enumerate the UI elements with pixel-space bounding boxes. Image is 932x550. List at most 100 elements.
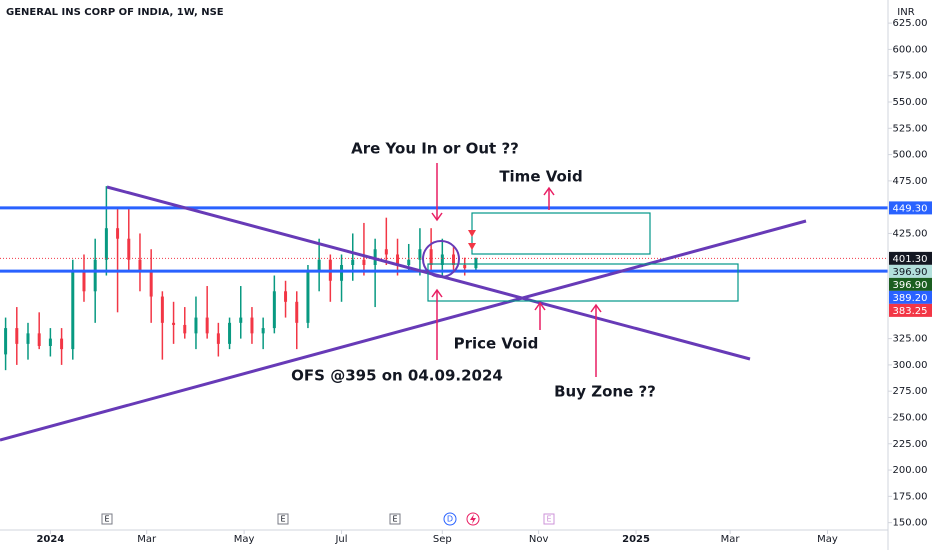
candle-body: [351, 259, 355, 265]
axis-layer: 625.00 600.00 575.00 550.00 525.00 500.00 475.…: [36, 18, 932, 545]
candle-body: [261, 328, 265, 334]
price-label-bg: [889, 290, 932, 304]
candle-body: [429, 249, 433, 265]
x-tick-label: Jul: [334, 534, 347, 545]
arrow-head: [431, 212, 443, 222]
x-tick-label: Mar: [137, 534, 157, 545]
y-tick-label: 550.00: [893, 97, 928, 108]
x-tick-label: 2025: [622, 534, 650, 545]
candle-body: [4, 328, 8, 355]
price-label: 383.25: [893, 306, 928, 317]
candle-body: [26, 333, 30, 344]
candle-body: [340, 265, 344, 281]
highlight-circle: [422, 240, 460, 278]
candle-body: [306, 270, 310, 323]
price-label-bg: [889, 303, 932, 317]
price-label-bg: [889, 251, 932, 265]
event-badge: [543, 513, 555, 525]
candle-body: [407, 259, 411, 265]
candle-body: [250, 317, 254, 334]
y-tick-label: 575.00: [893, 71, 928, 82]
candle-body: [104, 228, 108, 260]
candle-body: [93, 259, 97, 292]
candle-body: [71, 270, 75, 350]
y-tick-label: 250.00: [893, 412, 928, 423]
x-tick-label: May: [817, 534, 838, 545]
y-tick-label: 300.00: [893, 360, 928, 371]
candle-body: [272, 291, 276, 329]
event-label: D: [447, 515, 453, 524]
event-label: E: [104, 515, 109, 524]
currency-label: INR: [897, 7, 914, 18]
price-void-box: [427, 263, 739, 302]
candle-body: [127, 238, 131, 260]
candle-body: [48, 338, 52, 346]
candle-body: [474, 258, 478, 269]
event-badge: [443, 512, 457, 526]
x-tick-label: 2024: [36, 534, 64, 545]
plot-layer: [0, 186, 888, 371]
x-tick-label: Nov: [529, 534, 549, 545]
y-tick-label: 425.00: [893, 228, 928, 239]
candle-body: [317, 259, 321, 271]
candle-body: [418, 249, 422, 260]
x-tick-label: Mar: [721, 534, 741, 545]
y-tick-label: 600.00: [893, 44, 928, 55]
candle-body: [60, 338, 64, 350]
candle-body: [228, 322, 232, 344]
candle-body: [194, 317, 198, 334]
y-tick-label: 275.00: [893, 386, 928, 397]
candle-body: [138, 259, 142, 271]
arrow-head: [543, 186, 555, 196]
event-markers: E E E D E: [101, 512, 555, 526]
annotation: Are You In or Out ??: [351, 140, 519, 158]
marker: [468, 230, 476, 237]
price-label-bg: [889, 264, 932, 278]
annotation: Price Void: [454, 335, 539, 353]
annotation: OFS @395 on 04.09.2024: [291, 367, 503, 385]
candle-body: [160, 296, 164, 323]
candle-body: [239, 317, 243, 323]
trend-line: [0, 219, 807, 442]
y-tick-label: 200.00: [893, 465, 928, 476]
annotation: Buy Zone ??: [554, 383, 656, 401]
candle-body: [116, 228, 120, 239]
candle-body: [205, 317, 209, 334]
price-label: 396.90: [893, 267, 928, 278]
candle-body: [362, 259, 366, 265]
y-tick-label: 625.00: [893, 18, 928, 29]
event-icon: [470, 514, 476, 524]
candle-body: [440, 254, 444, 265]
price-label-bg: [889, 277, 932, 291]
candle-body: [463, 265, 467, 269]
candle-body: [15, 328, 19, 344]
candle-body: [295, 301, 299, 323]
candle-body: [216, 333, 220, 344]
candle-body: [384, 249, 388, 255]
event-badge: [277, 513, 289, 525]
event-badge: [389, 513, 401, 525]
price-label: 401.30: [893, 254, 928, 265]
x-tick-label: May: [234, 534, 255, 545]
price-label-bg: [889, 201, 932, 215]
arrows: [431, 163, 602, 377]
price-label: 389.20: [893, 293, 928, 304]
y-tick-label: 175.00: [893, 491, 928, 502]
candle-body: [149, 270, 153, 297]
arrow-head: [590, 303, 602, 313]
price-label: 396.90: [893, 280, 928, 291]
event-badge: [101, 513, 113, 525]
y-tick-label: 150.00: [893, 518, 928, 529]
event-label: E: [280, 515, 285, 524]
candle-body: [82, 270, 86, 292]
y-tick-label: 475.00: [893, 176, 928, 187]
candle-body: [284, 291, 288, 302]
candle-body: [396, 254, 400, 265]
candle-body: [172, 322, 176, 325]
candle-body: [373, 249, 377, 265]
arrow-head: [431, 288, 443, 298]
event-label: E: [546, 515, 551, 524]
